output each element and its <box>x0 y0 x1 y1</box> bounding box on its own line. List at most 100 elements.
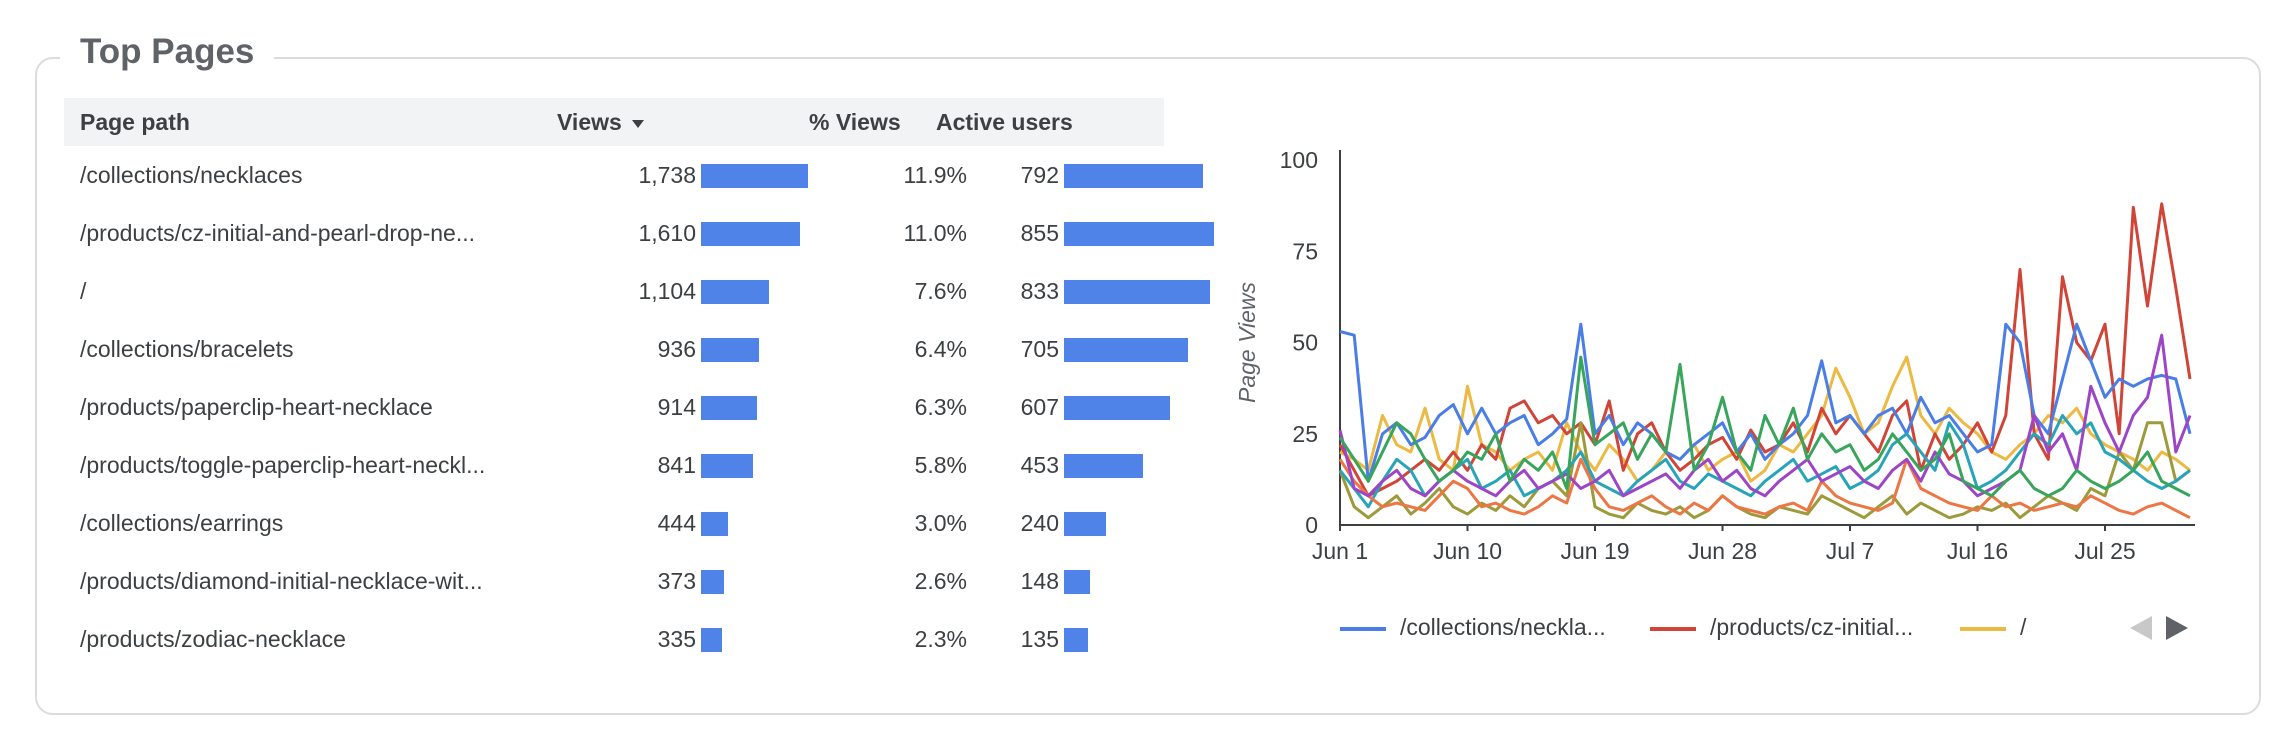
legend-swatch-2 <box>1960 626 2006 631</box>
legend-label-0: /collections/neckla... <box>1400 614 1606 640</box>
col-page-path[interactable]: Page path <box>80 109 190 135</box>
row-active-users: 792 <box>1020 162 1059 188</box>
row-pct-views: 6.3% <box>914 394 967 420</box>
table-row[interactable]: /products/zodiac-necklace 335 2.3% 135 <box>64 610 1164 668</box>
row-users-bar <box>1064 512 1106 536</box>
legend-label-2: / <box>2020 614 2027 640</box>
row-page-path: /products/paperclip-heart-necklace <box>80 394 433 420</box>
top-pages-table: Page path Views % Views Active users /co… <box>64 98 1214 668</box>
row-active-users: 240 <box>1020 510 1059 536</box>
row-views-bar <box>701 396 757 420</box>
row-pct-views: 2.3% <box>914 626 967 652</box>
legend-label-1: /products/cz-initial... <box>1710 614 1914 640</box>
row-views-bar <box>701 570 724 594</box>
row-views: 373 <box>657 568 696 594</box>
legend-item-1[interactable]: /products/cz-initial... <box>1650 614 1913 641</box>
row-views: 1,738 <box>638 162 696 188</box>
chart-legend: /collections/neckla... /products/cz-init… <box>1340 608 2188 648</box>
y-tick-label: 100 <box>1280 147 1318 173</box>
row-pct-views: 7.6% <box>914 278 967 304</box>
row-users-bar <box>1064 280 1210 304</box>
col-active-users[interactable]: Active users <box>936 109 1073 135</box>
row-active-users: 148 <box>1020 568 1059 594</box>
table-row[interactable]: / 1,104 7.6% 833 <box>64 262 1210 320</box>
row-views-bar <box>701 338 759 362</box>
x-tick-label: Jul 16 <box>1947 538 2008 564</box>
row-views: 1,104 <box>638 278 696 304</box>
row-active-users: 855 <box>1020 220 1059 246</box>
row-pct-views: 11.9% <box>903 162 967 188</box>
legend-item-0[interactable]: /collections/neckla... <box>1340 614 1606 641</box>
y-tick-label: 75 <box>1292 238 1318 264</box>
card-title: Top Pages <box>60 28 275 76</box>
row-pct-views: 2.6% <box>914 568 967 594</box>
row-page-path: /collections/earrings <box>80 510 284 536</box>
row-views: 914 <box>657 394 696 420</box>
col-pct-views[interactable]: % Views <box>809 109 901 135</box>
table-row[interactable]: /collections/bracelets 936 6.4% 705 <box>64 320 1188 378</box>
row-pct-views: 6.4% <box>914 336 967 362</box>
row-views-bar <box>701 222 800 246</box>
top-pages-card <box>35 57 2261 715</box>
table-row[interactable]: /products/toggle-paperclip-heart-neckl..… <box>64 436 1164 494</box>
x-tick-label: Jun 28 <box>1688 538 1757 564</box>
row-views: 444 <box>657 510 696 536</box>
row-views: 841 <box>657 452 696 478</box>
row-users-bar <box>1064 164 1203 188</box>
row-active-users: 607 <box>1020 394 1059 420</box>
row-users-bar <box>1064 570 1090 594</box>
table-row[interactable]: /collections/necklaces 1,738 11.9% 792 <box>64 146 1203 204</box>
row-active-users: 833 <box>1020 278 1059 304</box>
series-line-extra-3 <box>1338 414 2191 509</box>
row-views: 936 <box>657 336 696 362</box>
row-active-users: 135 <box>1020 626 1059 652</box>
x-tick-label: Jul 7 <box>1826 538 1875 564</box>
series-line-extra-0 <box>1338 355 2191 498</box>
row-views-bar <box>701 164 808 188</box>
x-tick-label: Jun 19 <box>1560 538 1629 564</box>
legend-swatch-0 <box>1340 626 1386 631</box>
row-users-bar <box>1064 396 1170 420</box>
table-body: /collections/necklaces 1,738 11.9% 792 /… <box>64 146 1214 668</box>
row-users-bar <box>1064 454 1143 478</box>
legend-item-2[interactable]: / <box>1960 614 2026 641</box>
row-users-bar <box>1064 338 1188 362</box>
y-tick-label: 0 <box>1305 512 1318 538</box>
table-row[interactable]: /products/diamond-initial-necklace-wit..… <box>64 552 1164 610</box>
row-views-bar <box>701 628 722 652</box>
row-page-path: /products/zodiac-necklace <box>80 626 346 652</box>
col-views-label: Views <box>557 109 622 135</box>
series-line-1 <box>1338 202 2192 498</box>
legend-next-icon[interactable] <box>2166 616 2188 640</box>
row-users-bar <box>1064 628 1088 652</box>
row-page-path: /collections/bracelets <box>80 336 294 362</box>
row-page-path: /products/cz-initial-and-pearl-drop-ne..… <box>80 220 476 246</box>
row-views-bar <box>701 454 753 478</box>
sort-desc-icon[interactable] <box>631 119 644 128</box>
y-tick-label: 50 <box>1292 330 1318 356</box>
col-views[interactable]: Views <box>557 109 644 136</box>
x-tick-label: Jun 1 <box>1312 538 1368 564</box>
y-tick-label: 25 <box>1292 421 1318 447</box>
table-header: Page path Views % Views Active users <box>64 98 1164 146</box>
row-page-path: / <box>80 278 87 304</box>
row-pct-views: 3.0% <box>914 510 967 536</box>
row-active-users: 453 <box>1020 452 1059 478</box>
table-row[interactable]: /products/cz-initial-and-pearl-drop-ne..… <box>64 204 1214 262</box>
page-views-line-chart: 0 25 50 75 100 Page Views Jun 1 Jun 10 Jun 19 Jun… <box>1234 147 2195 564</box>
table-row[interactable]: /products/paperclip-heart-necklace 914 6… <box>64 378 1170 436</box>
row-pct-views: 5.8% <box>914 452 967 478</box>
series-line-extra-2 <box>1338 457 2191 520</box>
row-pct-views: 11.0% <box>903 220 967 246</box>
legend-prev-icon[interactable] <box>2130 616 2152 640</box>
x-tick-label: Jun 10 <box>1433 538 1502 564</box>
row-views: 1,610 <box>638 220 696 246</box>
x-tick-label: Jul 25 <box>2074 538 2135 564</box>
row-views: 335 <box>657 626 696 652</box>
table-row[interactable]: /collections/earrings 444 3.0% 240 <box>64 494 1164 552</box>
row-views-bar <box>701 280 769 304</box>
row-users-bar <box>1064 222 1214 246</box>
row-views-bar <box>701 512 728 536</box>
row-page-path: /products/diamond-initial-necklace-wit..… <box>80 568 483 594</box>
series-line-extra-1 <box>1338 333 2192 498</box>
